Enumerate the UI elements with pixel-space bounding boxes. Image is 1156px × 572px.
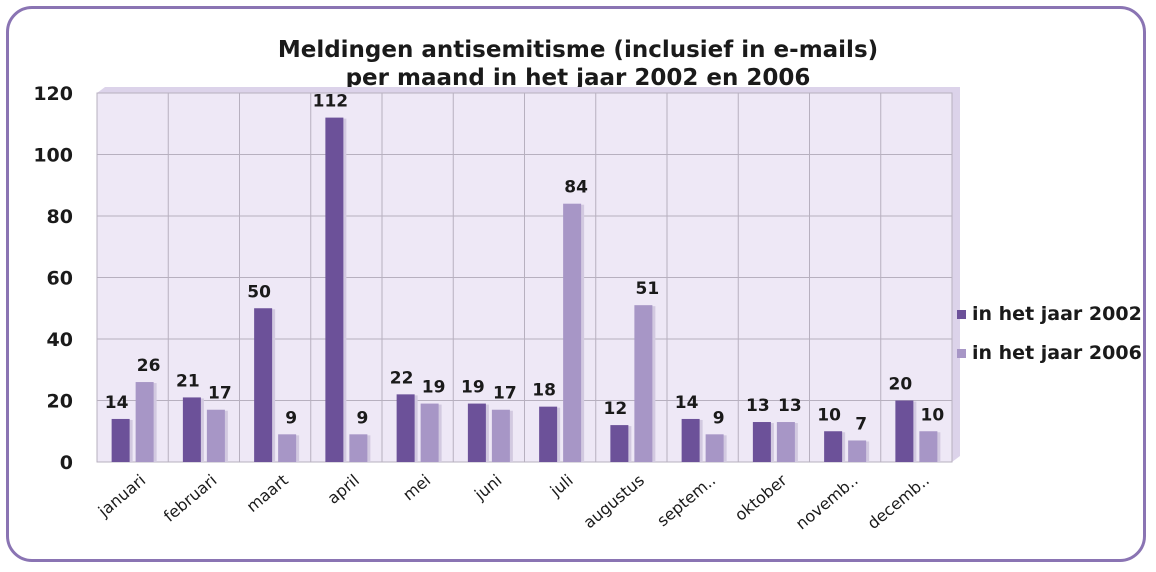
x-tick-label: novemb.. xyxy=(792,471,862,534)
data-label-2002: 19 xyxy=(461,378,485,398)
bar-2002 xyxy=(112,419,130,462)
bar-2002 xyxy=(539,407,557,462)
bar-2002 xyxy=(325,118,343,462)
bar-2002 xyxy=(183,397,201,462)
data-label-2006: 84 xyxy=(564,178,588,198)
y-tick-label: 40 xyxy=(47,329,73,351)
x-tick-label: oktober xyxy=(731,470,791,524)
data-label-2002: 20 xyxy=(889,375,913,395)
data-label-2006: 17 xyxy=(493,384,517,404)
bar-2006 xyxy=(848,440,866,462)
bar-2006 xyxy=(777,422,795,462)
bar-2006 xyxy=(349,434,367,462)
x-tick-label: juni xyxy=(470,471,505,505)
legend-swatch-2002 xyxy=(957,310,966,319)
y-tick-label: 80 xyxy=(47,206,73,228)
legend-label-2002: in het jaar 2002 xyxy=(972,303,1142,325)
y-tick-label: 20 xyxy=(47,391,73,413)
x-tick-label: april xyxy=(324,471,363,508)
data-label-2006: 19 xyxy=(422,378,446,398)
data-label-2002: 10 xyxy=(817,405,841,425)
data-label-2006: 17 xyxy=(208,384,232,404)
bar-2002 xyxy=(753,422,771,462)
bar-2002 xyxy=(682,419,700,462)
data-label-2006: 9 xyxy=(356,408,368,428)
data-label-2006: 51 xyxy=(636,279,660,299)
bar-2006 xyxy=(634,305,652,462)
bar-2006 xyxy=(563,204,581,462)
bar-2006 xyxy=(136,382,154,462)
data-label-2006: 26 xyxy=(137,356,161,376)
data-label-2006: 10 xyxy=(921,405,945,425)
bar-2002 xyxy=(824,431,842,462)
legend-item-2002: in het jaar 2002 xyxy=(957,303,1142,325)
data-label-2002: 14 xyxy=(675,393,699,413)
bar-2002 xyxy=(254,308,272,462)
x-tick-label: septem.. xyxy=(653,471,719,531)
data-label-2002: 13 xyxy=(746,396,770,416)
data-label-2002: 21 xyxy=(176,371,200,391)
x-tick-label: januari xyxy=(94,471,149,522)
x-tick-label: juli xyxy=(546,471,577,501)
x-tick-label: augustus xyxy=(580,471,648,533)
data-label-2002: 18 xyxy=(532,381,556,401)
data-label-2002: 12 xyxy=(604,399,628,419)
x-tick-label: maart xyxy=(243,471,292,516)
bar-2006 xyxy=(421,404,439,462)
bar-2002 xyxy=(895,401,913,463)
data-label-2002: 22 xyxy=(390,368,414,388)
data-label-2006: 9 xyxy=(285,408,297,428)
data-label-2006: 13 xyxy=(778,396,802,416)
x-tick-label: februari xyxy=(160,471,221,526)
bar-2002 xyxy=(397,394,415,462)
bar-2006 xyxy=(706,434,724,462)
y-tick-label: 100 xyxy=(33,145,73,167)
bar-2006 xyxy=(492,410,510,462)
y-tick-label: 120 xyxy=(33,83,73,105)
x-tick-label: mei xyxy=(399,471,434,505)
y-tick-label: 60 xyxy=(47,268,73,290)
bar-2002 xyxy=(468,404,486,462)
y-tick-label: 0 xyxy=(60,452,73,474)
data-label-2006: 7 xyxy=(855,414,867,434)
bar-2002 xyxy=(610,425,628,462)
data-label-2006: 9 xyxy=(713,408,725,428)
data-label-2002: 112 xyxy=(313,92,349,112)
data-label-2002: 50 xyxy=(247,282,271,302)
bar-2006 xyxy=(278,434,296,462)
legend-swatch-2006 xyxy=(957,349,966,358)
bar-2006 xyxy=(207,410,225,462)
legend-label-2006: in het jaar 2006 xyxy=(972,342,1142,364)
legend-item-2006: in het jaar 2006 xyxy=(957,342,1142,364)
data-label-2002: 14 xyxy=(105,393,129,413)
x-tick-label: decemb.. xyxy=(864,471,933,533)
bar-2006 xyxy=(919,431,937,462)
